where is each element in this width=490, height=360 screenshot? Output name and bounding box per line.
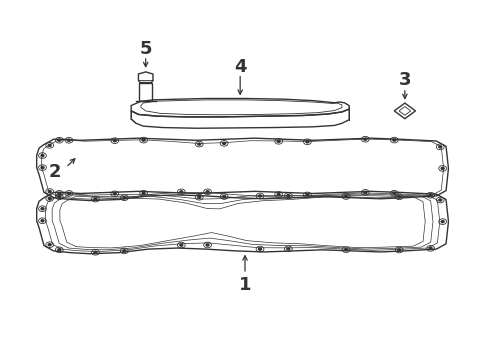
Circle shape xyxy=(429,194,432,196)
Circle shape xyxy=(41,154,44,157)
Circle shape xyxy=(259,195,262,197)
Circle shape xyxy=(48,144,51,147)
Circle shape xyxy=(41,220,44,222)
Circle shape xyxy=(398,249,401,251)
Circle shape xyxy=(58,249,61,251)
Circle shape xyxy=(58,195,61,198)
Circle shape xyxy=(364,191,367,193)
Circle shape xyxy=(259,248,262,250)
Circle shape xyxy=(398,196,401,198)
Circle shape xyxy=(441,167,444,170)
Circle shape xyxy=(123,250,126,252)
Circle shape xyxy=(222,142,225,144)
Circle shape xyxy=(287,195,290,197)
Circle shape xyxy=(441,221,444,223)
Circle shape xyxy=(344,248,347,251)
Circle shape xyxy=(364,138,367,140)
Circle shape xyxy=(198,143,201,145)
Text: 3: 3 xyxy=(399,71,411,89)
Text: 5: 5 xyxy=(140,40,152,58)
Circle shape xyxy=(48,197,51,199)
Circle shape xyxy=(393,139,396,141)
Circle shape xyxy=(429,247,432,249)
Circle shape xyxy=(277,193,280,195)
Circle shape xyxy=(206,244,209,246)
Circle shape xyxy=(222,195,225,198)
Circle shape xyxy=(142,139,145,141)
Circle shape xyxy=(180,191,183,193)
Circle shape xyxy=(113,140,116,142)
Circle shape xyxy=(206,191,209,193)
Circle shape xyxy=(306,194,309,196)
Circle shape xyxy=(439,146,441,148)
Circle shape xyxy=(113,193,116,195)
Circle shape xyxy=(41,208,44,210)
Circle shape xyxy=(180,244,183,246)
Circle shape xyxy=(306,141,309,143)
Circle shape xyxy=(48,190,51,193)
Text: 1: 1 xyxy=(239,275,251,293)
Circle shape xyxy=(58,139,61,141)
Circle shape xyxy=(94,251,97,253)
Circle shape xyxy=(198,196,201,198)
Circle shape xyxy=(439,199,441,201)
Circle shape xyxy=(123,197,126,199)
Circle shape xyxy=(68,139,71,141)
Circle shape xyxy=(68,192,71,194)
Circle shape xyxy=(94,198,97,200)
Text: 2: 2 xyxy=(49,163,61,181)
Circle shape xyxy=(277,140,280,142)
Circle shape xyxy=(344,195,347,198)
Circle shape xyxy=(58,192,61,194)
Circle shape xyxy=(142,192,145,194)
Circle shape xyxy=(393,192,396,194)
Text: 4: 4 xyxy=(234,58,246,76)
Circle shape xyxy=(48,244,51,246)
Circle shape xyxy=(41,167,44,168)
Circle shape xyxy=(287,248,290,250)
